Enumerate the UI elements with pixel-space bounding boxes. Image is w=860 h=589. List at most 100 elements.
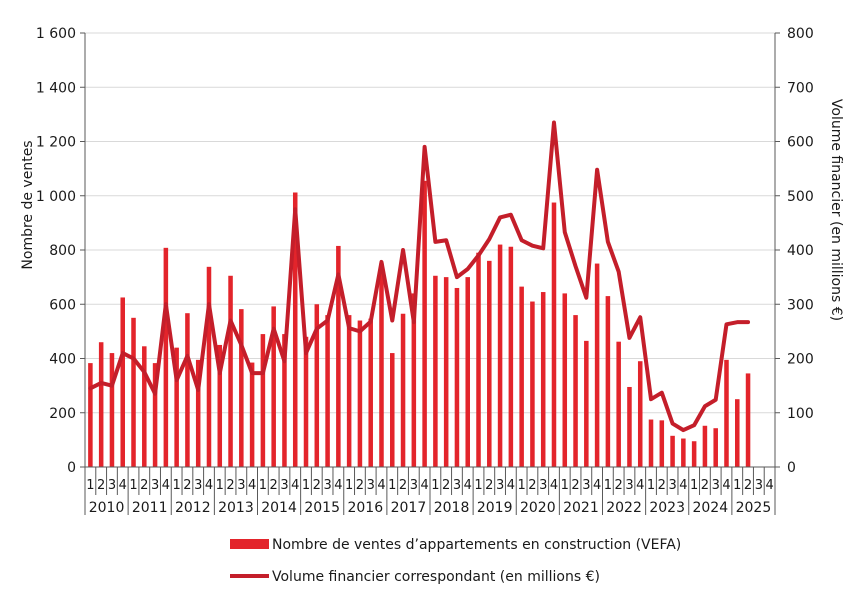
quarter-label: 2 <box>356 478 364 493</box>
bar <box>195 359 201 467</box>
quarter-label: 2 <box>658 478 666 493</box>
quarter-label: 1 <box>561 478 569 493</box>
bar <box>206 266 212 467</box>
quarter-label: 4 <box>377 478 385 493</box>
right-tick-label: 800 <box>787 26 814 42</box>
quarter-label: 1 <box>129 478 137 493</box>
left-axis-title: Nombre de ventes <box>20 140 36 269</box>
quarter-label: 3 <box>367 478 375 493</box>
quarter-label: 1 <box>474 478 482 493</box>
left-tick-label: 600 <box>49 297 76 313</box>
volume-line <box>88 120 751 433</box>
bar <box>497 244 503 467</box>
right-tick-label: 500 <box>787 189 814 205</box>
quarter-label: 4 <box>550 478 558 493</box>
bar <box>627 386 632 467</box>
quarter-label: 4 <box>507 478 515 493</box>
quarter-label: 2 <box>701 478 709 493</box>
bar <box>745 373 751 467</box>
quarter-label: 2 <box>442 478 450 493</box>
left-axis: 0 200 400 600 800 1 000 1 200 1 400 1 600 <box>36 26 86 476</box>
quarter-label: 1 <box>690 478 698 493</box>
bar <box>659 420 665 467</box>
bar <box>724 359 729 467</box>
year-label: 2025 <box>736 500 772 516</box>
quarter-label: 1 <box>431 478 439 493</box>
bar <box>217 344 223 467</box>
left-tick-label: 1 200 <box>36 135 76 151</box>
quarter-label: 4 <box>420 478 428 493</box>
quarter-label: 4 <box>248 478 256 493</box>
bar <box>400 313 406 467</box>
bar <box>465 277 470 467</box>
quarter-label: 1 <box>604 478 612 493</box>
quarter-label: 3 <box>755 478 763 493</box>
bar <box>346 315 352 467</box>
quarter-label: 3 <box>496 478 504 493</box>
bar <box>239 309 244 467</box>
year-label: 2021 <box>563 500 599 516</box>
quarter-label: 4 <box>593 478 601 493</box>
bar <box>357 320 363 467</box>
quarter-label: 2 <box>270 478 278 493</box>
volume-line-group <box>88 120 751 433</box>
bar <box>594 263 600 467</box>
quarter-label: 1 <box>733 478 741 493</box>
bar <box>314 304 320 467</box>
quarter-label: 2 <box>744 478 752 493</box>
quarter-label: 1 <box>345 478 353 493</box>
bar <box>152 363 158 467</box>
bar <box>637 361 643 467</box>
quarter-label: 1 <box>173 478 181 493</box>
bar <box>702 425 708 467</box>
bar <box>454 287 460 467</box>
year-label: 2017 <box>391 500 427 516</box>
year-label: 2019 <box>477 500 513 516</box>
quarter-label: 1 <box>388 478 396 493</box>
quarter-label: 4 <box>162 478 170 493</box>
legend-line-label: Volume financier correspondant (en milli… <box>272 569 600 585</box>
bar <box>551 202 557 467</box>
quarter-label: 4 <box>334 478 342 493</box>
right-tick-label: 300 <box>787 297 814 313</box>
quarter-label: 2 <box>97 478 105 493</box>
year-label: 2022 <box>606 500 642 516</box>
quarter-label: 2 <box>528 478 536 493</box>
bar <box>249 362 255 467</box>
right-tick-label: 200 <box>787 352 814 368</box>
quarter-label: 4 <box>765 478 773 493</box>
bar <box>98 342 104 467</box>
quarter-label: 3 <box>151 478 159 493</box>
year-label: 2013 <box>218 500 254 516</box>
quarter-label: 2 <box>313 478 321 493</box>
bar <box>260 334 266 467</box>
year-label: 2011 <box>132 500 168 516</box>
quarter-label: 4 <box>205 478 213 493</box>
bar <box>303 336 309 467</box>
quarter-label: 3 <box>280 478 288 493</box>
quarter-label: 3 <box>323 478 331 493</box>
quarter-label: 3 <box>410 478 418 493</box>
legend: Nombre de ventes d’appartements en const… <box>230 537 681 585</box>
left-tick-label: 0 <box>67 460 76 476</box>
bar <box>508 246 514 467</box>
bar <box>443 277 449 467</box>
quarter-label: 1 <box>302 478 310 493</box>
quarter-label: 3 <box>712 478 720 493</box>
year-label: 2010 <box>89 500 125 516</box>
right-tick-label: 400 <box>787 243 814 259</box>
bar <box>411 293 417 467</box>
right-axis: 0 100 200 300 400 500 600 700 800 <box>774 26 814 476</box>
bar <box>573 315 578 467</box>
bar <box>131 317 136 467</box>
year-label: 2016 <box>347 500 383 516</box>
quarter-label: 3 <box>453 478 461 493</box>
year-label: 2015 <box>304 500 340 516</box>
left-tick-label: 1 400 <box>36 80 76 96</box>
year-label: 2014 <box>261 500 297 516</box>
bar <box>163 247 169 467</box>
quarter-label: 2 <box>571 478 579 493</box>
right-tick-label: 600 <box>787 135 814 151</box>
